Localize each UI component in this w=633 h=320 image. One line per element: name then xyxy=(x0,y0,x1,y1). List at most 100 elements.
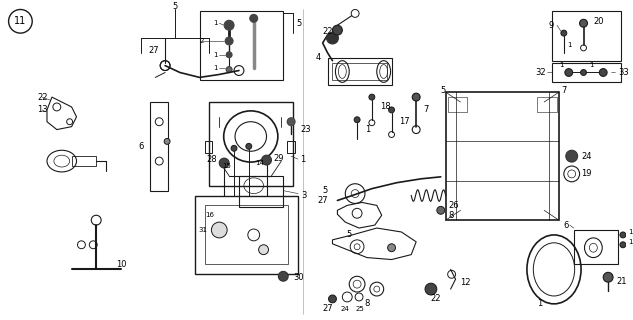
Bar xyxy=(199,12,283,80)
Circle shape xyxy=(332,25,342,35)
Text: 4: 4 xyxy=(315,53,321,62)
Text: 1: 1 xyxy=(213,52,217,58)
Bar xyxy=(204,205,288,264)
Text: 22: 22 xyxy=(430,294,441,303)
Circle shape xyxy=(351,10,359,17)
Text: 17: 17 xyxy=(399,117,410,126)
Bar xyxy=(195,196,298,274)
Circle shape xyxy=(389,107,394,113)
Bar xyxy=(573,230,618,264)
Text: 18: 18 xyxy=(380,102,391,111)
Text: 28: 28 xyxy=(207,155,217,164)
Circle shape xyxy=(620,242,626,248)
Bar xyxy=(448,97,467,112)
Circle shape xyxy=(279,271,288,281)
Bar xyxy=(72,156,96,166)
Text: 27: 27 xyxy=(317,196,327,205)
Text: 1: 1 xyxy=(300,155,305,164)
Text: 30: 30 xyxy=(293,273,304,282)
Text: 20: 20 xyxy=(593,17,604,26)
Circle shape xyxy=(219,158,229,168)
Circle shape xyxy=(599,68,607,76)
Circle shape xyxy=(580,19,587,27)
Bar xyxy=(552,63,621,82)
Circle shape xyxy=(66,119,73,125)
Bar xyxy=(210,102,293,186)
Circle shape xyxy=(327,32,339,44)
Text: 7: 7 xyxy=(423,105,429,115)
Text: 10: 10 xyxy=(116,260,127,269)
Text: 5: 5 xyxy=(296,19,301,28)
Circle shape xyxy=(354,117,360,123)
Text: 7: 7 xyxy=(561,86,567,95)
Text: 13: 13 xyxy=(37,105,47,115)
Circle shape xyxy=(412,93,420,101)
Text: 22: 22 xyxy=(322,27,333,36)
Text: 1: 1 xyxy=(537,299,542,308)
Text: 26: 26 xyxy=(449,201,460,210)
Text: 1: 1 xyxy=(560,62,564,68)
Circle shape xyxy=(53,103,61,111)
Circle shape xyxy=(387,244,396,252)
Bar xyxy=(204,141,213,153)
Bar xyxy=(537,97,557,112)
Bar xyxy=(446,92,559,220)
Text: 16: 16 xyxy=(205,212,215,218)
Text: 29: 29 xyxy=(273,154,284,163)
Circle shape xyxy=(369,94,375,100)
Text: 6: 6 xyxy=(138,142,144,151)
Circle shape xyxy=(225,37,233,45)
Text: 1: 1 xyxy=(567,42,572,48)
Text: 23: 23 xyxy=(300,125,311,134)
Circle shape xyxy=(164,139,170,144)
Circle shape xyxy=(603,272,613,282)
Circle shape xyxy=(226,52,232,58)
Circle shape xyxy=(231,145,237,151)
Circle shape xyxy=(246,143,252,149)
Text: 5: 5 xyxy=(322,186,327,195)
Text: 27: 27 xyxy=(322,304,333,313)
Text: 5: 5 xyxy=(347,230,352,239)
Text: 32: 32 xyxy=(536,68,546,77)
Bar xyxy=(239,176,283,207)
Text: 5: 5 xyxy=(172,2,178,11)
Text: 1: 1 xyxy=(213,65,217,71)
Text: 21: 21 xyxy=(616,277,627,286)
Circle shape xyxy=(566,150,578,162)
Bar xyxy=(287,141,295,153)
Text: 6: 6 xyxy=(563,220,569,229)
Text: 9: 9 xyxy=(549,21,554,30)
Text: 8: 8 xyxy=(449,211,454,220)
Text: 24: 24 xyxy=(582,152,592,161)
Text: 11: 11 xyxy=(15,16,27,26)
Text: 27: 27 xyxy=(148,46,159,55)
Circle shape xyxy=(425,283,437,295)
Circle shape xyxy=(211,222,227,238)
Text: 24: 24 xyxy=(341,306,349,312)
Bar xyxy=(327,58,392,85)
Circle shape xyxy=(261,155,272,165)
Text: 1: 1 xyxy=(628,229,632,235)
Circle shape xyxy=(250,14,258,22)
Circle shape xyxy=(580,69,587,76)
Text: 14: 14 xyxy=(256,160,265,166)
Text: 1: 1 xyxy=(213,20,217,26)
Text: 1: 1 xyxy=(589,62,594,68)
Circle shape xyxy=(329,295,336,303)
Bar xyxy=(552,12,621,61)
Text: 2: 2 xyxy=(199,38,204,44)
Text: 1: 1 xyxy=(628,239,632,245)
Text: 3: 3 xyxy=(301,191,306,200)
Text: 31: 31 xyxy=(199,227,208,233)
Bar xyxy=(151,102,168,191)
Bar xyxy=(332,63,387,80)
Circle shape xyxy=(226,67,232,73)
Circle shape xyxy=(437,206,445,214)
Text: 22: 22 xyxy=(37,92,47,102)
Circle shape xyxy=(259,245,268,255)
Text: 25: 25 xyxy=(356,306,365,312)
Circle shape xyxy=(287,118,295,126)
Text: 15: 15 xyxy=(222,163,231,169)
Text: 12: 12 xyxy=(460,278,471,287)
Circle shape xyxy=(561,30,567,36)
